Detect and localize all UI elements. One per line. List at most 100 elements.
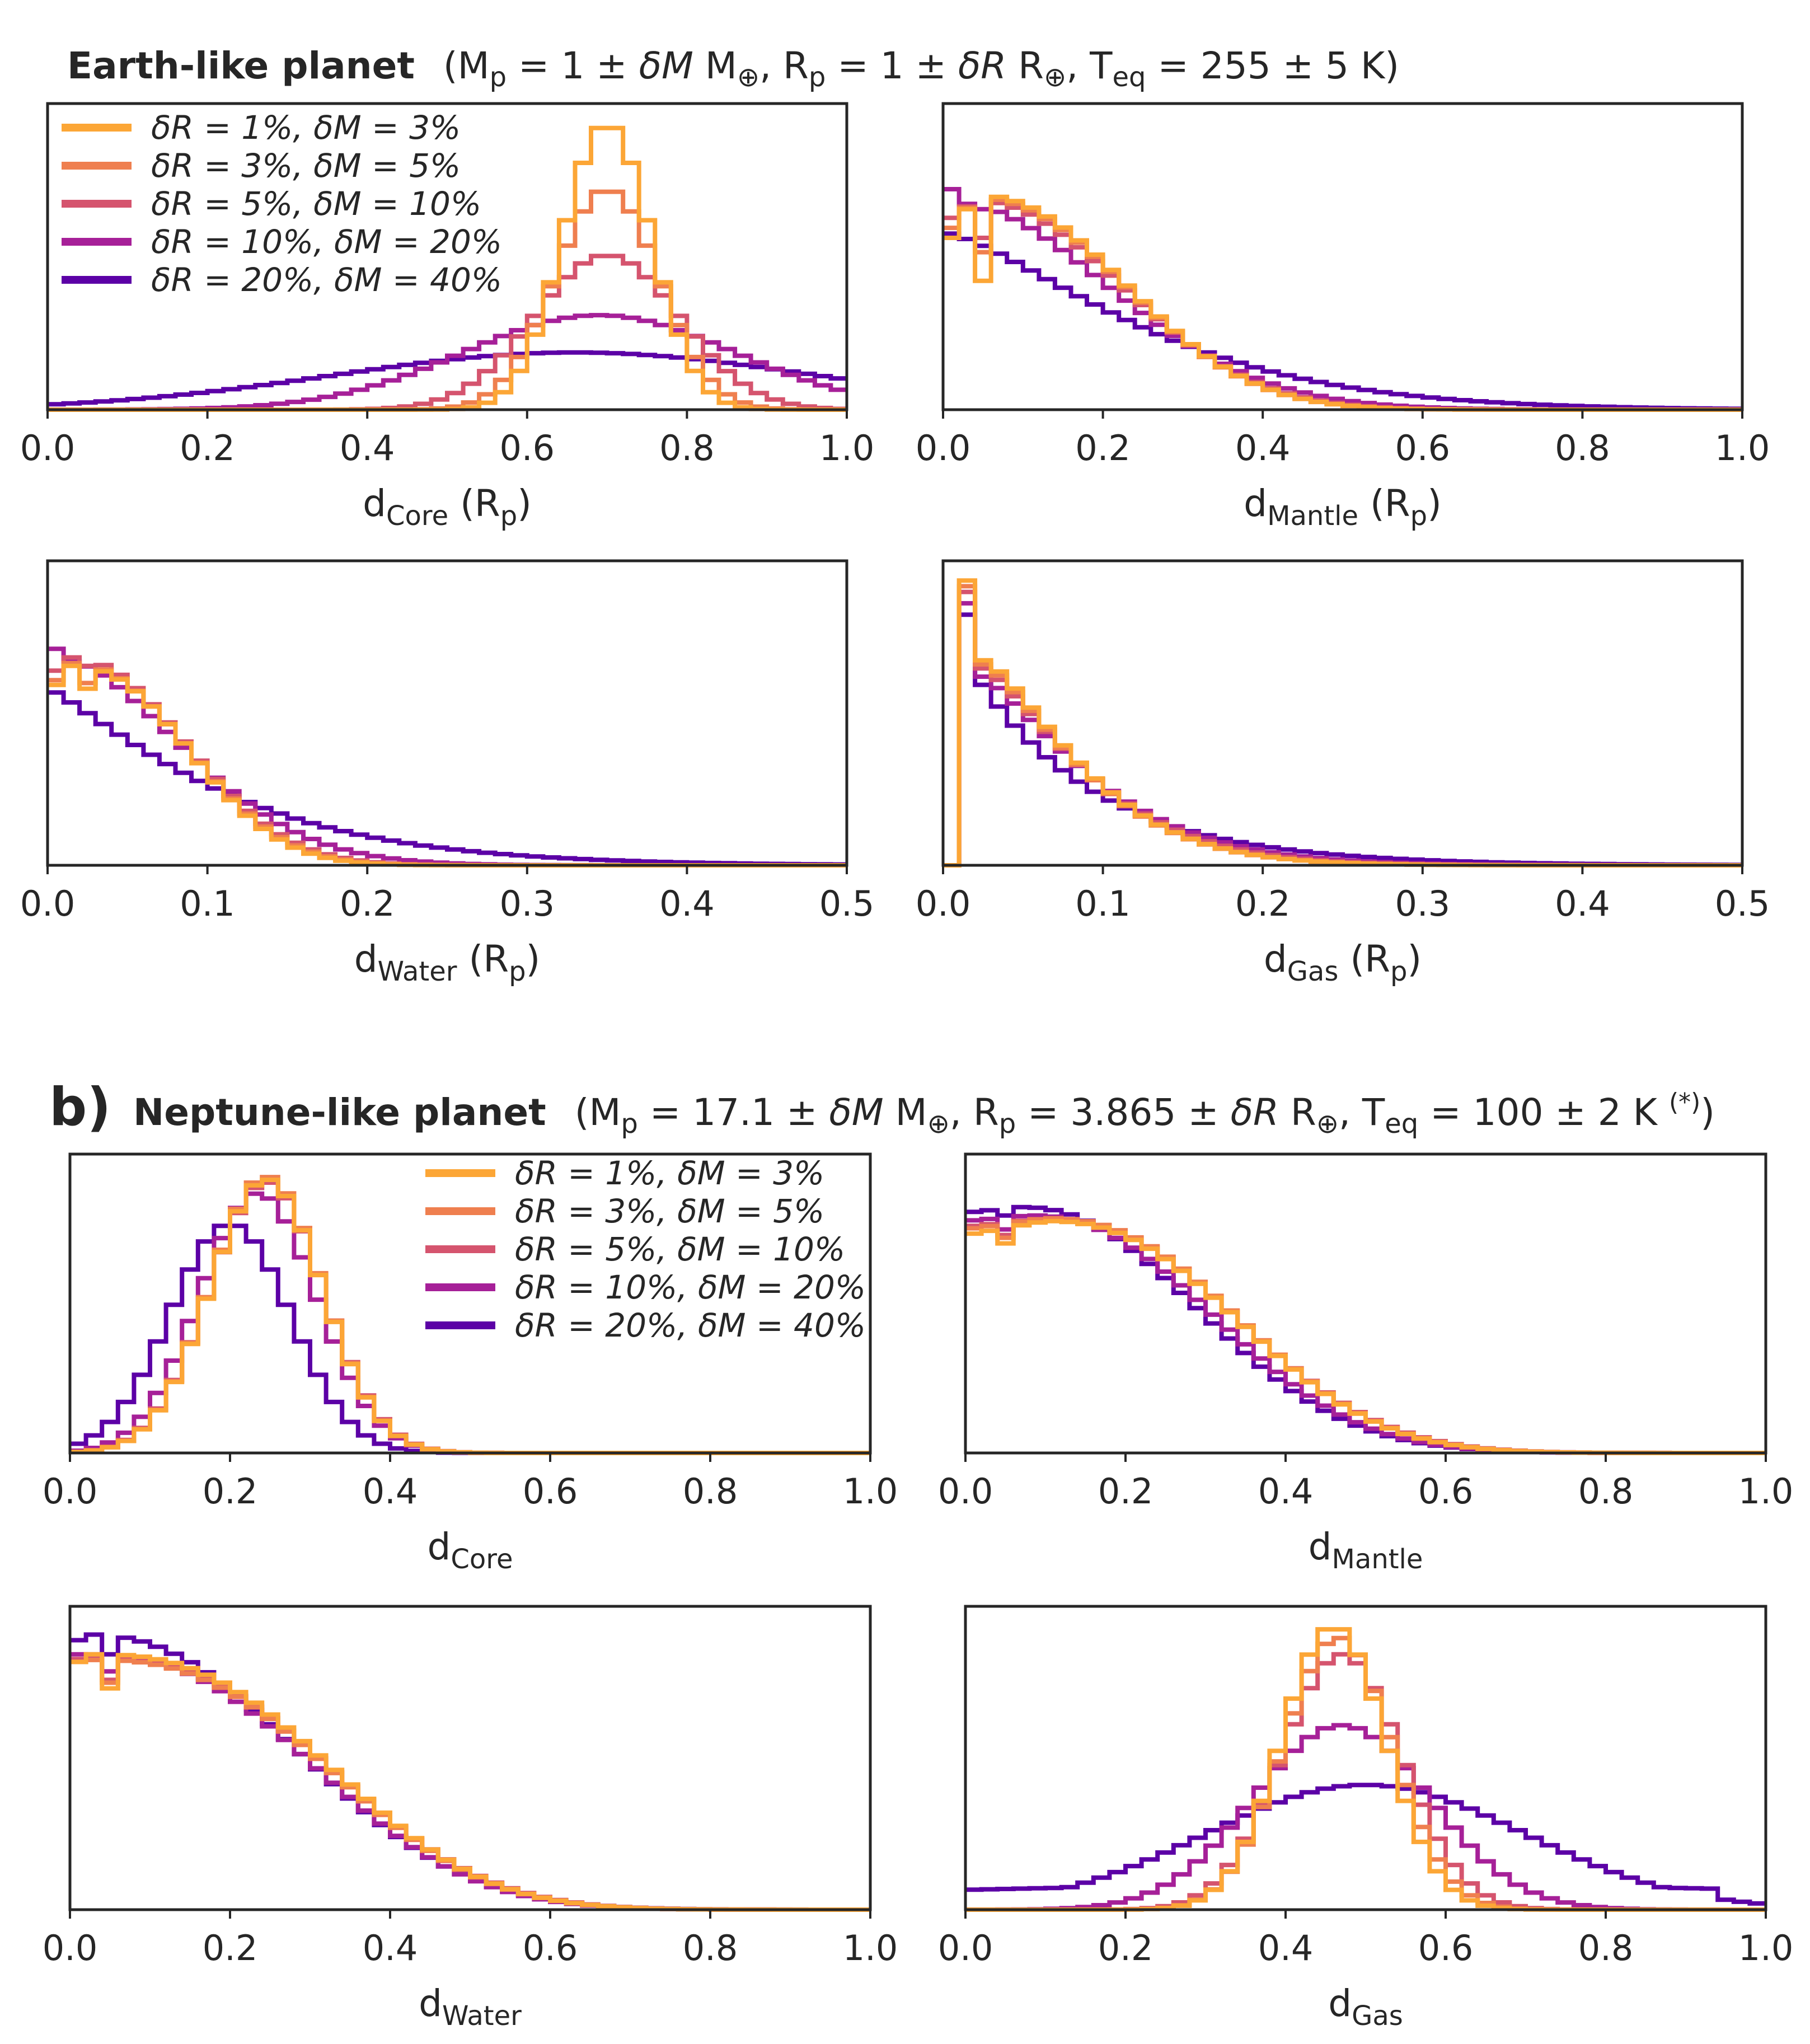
xtick-label-a-mantle-3: 0.6 [1395, 428, 1450, 468]
histogram-b-water-series-0 [70, 1652, 870, 1912]
legend-label-a-2: δR = 5%, δM = 10% [151, 185, 481, 223]
xtick-label-a-core-5: 1.0 [819, 428, 875, 468]
xtick-label-a-water-2: 0.2 [340, 883, 395, 924]
panel-a-r-unit: R [1006, 44, 1044, 87]
axes-frame-b-water [68, 1605, 872, 1911]
histogram-a-mantle-series-0 [943, 194, 1742, 412]
xlabel-b-mantle: dMantle [1309, 1525, 1423, 1575]
xtick-label-a-core-2: 0.4 [340, 428, 395, 468]
legend-b: δR = 1%, δM = 3%δR = 3%, δM = 5%δR = 5%,… [425, 1154, 866, 1344]
xtick-label-a-mantle-0: 0.0 [916, 428, 971, 468]
axes-frame-a-water [46, 559, 848, 867]
subplot-b-gas: 0.0 0.2 0.4 0.6 0.8 1.0 dGas [938, 1605, 1794, 2032]
xtick-label-a-mantle-1: 0.2 [1075, 428, 1131, 468]
xtick-label-b-core-1: 0.2 [203, 1471, 258, 1512]
xlabel-a-gas: dGas (Rp) [1264, 937, 1422, 987]
xtick-label-a-gas-2: 0.2 [1235, 883, 1291, 924]
subplot-a-water: 0.0 0.1 0.2 0.3 0.4 0.5 dWater (Rp) [20, 559, 875, 987]
xtick-label-b-gas-3: 0.6 [1418, 1928, 1474, 1968]
panel-b-earth-2: ⊕ [1316, 1108, 1339, 1140]
histogram-a-mantle-series-4 [943, 231, 1742, 411]
panel-b-mp-eq: = 17.1 ± [638, 1091, 829, 1134]
histogram-a-gas-series-2 [943, 589, 1742, 868]
axes-frame-b-mantle [964, 1152, 1767, 1455]
xtick-label-b-core-5: 1.0 [843, 1471, 898, 1512]
xtick-label-b-mantle-3: 0.6 [1418, 1471, 1474, 1512]
panel-b-rp-eq: = 3.865 ± [1016, 1091, 1230, 1134]
panel-a-dm: δM [639, 44, 693, 87]
xlabel-b-core: dCore [428, 1525, 513, 1575]
panel-a-title-bold: Earth-like planet [67, 44, 415, 87]
histogram-a-water-series-4 [48, 690, 847, 867]
panel-b-teq-sub: eq [1385, 1108, 1418, 1140]
histogram-a-gas-series-0 [943, 578, 1742, 868]
xtick-label-b-core-0: 0.0 [43, 1471, 98, 1512]
histogram-a-gas-series-4 [943, 612, 1742, 868]
xtick-label-a-gas-5: 0.5 [1715, 883, 1770, 924]
histogram-a-mantle-series-3 [943, 187, 1742, 412]
xtick-label-b-water-4: 0.8 [683, 1928, 738, 1968]
histogram-a-water-series-2 [48, 655, 847, 868]
xlabel-b-gas: dGas [1328, 1982, 1403, 2032]
histogram-a-gas-series-1 [943, 584, 1742, 868]
xtick-label-b-water-0: 0.0 [43, 1928, 98, 1968]
panel-b-teq-eq: = 100 ± 2 K [1418, 1091, 1669, 1134]
legend-label-a-1: δR = 3%, δM = 5% [151, 147, 461, 185]
xtick-label-a-mantle-4: 0.8 [1555, 428, 1610, 468]
histogram-b-gas-series-4 [965, 1783, 1766, 1906]
histogram-a-mantle-series-1 [943, 197, 1742, 412]
xtick-label-a-water-1: 0.1 [180, 883, 235, 924]
axes-frame-a-core [46, 102, 848, 411]
panel-b-dr: δR [1231, 1091, 1279, 1134]
subplot-b-mantle: 0.0 0.2 0.4 0.6 0.8 1.0 dMantle [938, 1152, 1794, 1575]
legend-label-a-4: δR = 20%, δM = 40% [151, 261, 502, 299]
histogram-a-water-series-3 [48, 646, 847, 868]
panel-a-rp-eq: = 1 ± [826, 44, 958, 87]
legend-label-a-0: δR = 1%, δM = 3% [151, 109, 461, 147]
panel-a-sep1: , R [759, 44, 809, 87]
xtick-label-b-water-1: 0.2 [203, 1928, 258, 1968]
legend-label-a-3: δR = 10%, δM = 20% [151, 223, 502, 261]
panel-a-mp: M [458, 44, 490, 87]
panel-b-title-bold: Neptune-like planet [133, 1091, 546, 1134]
xtick-label-a-gas-0: 0.0 [916, 883, 971, 924]
panel-a-m-unit: M [693, 44, 737, 87]
axes-frame-a-mantle [941, 102, 1744, 411]
xtick-label-b-mantle-0: 0.0 [938, 1471, 993, 1512]
subplot-a-core: 0.0 0.2 0.4 0.6 0.8 1.0 dCore (Rp) [20, 102, 875, 532]
xtick-label-a-gas-4: 0.4 [1555, 883, 1610, 924]
legend-label-b-3: δR = 10%, δM = 20% [515, 1268, 866, 1306]
xtick-label-a-water-0: 0.0 [20, 883, 76, 924]
xtick-label-b-mantle-4: 0.8 [1578, 1471, 1634, 1512]
panel-b-earth-1: ⊕ [927, 1108, 950, 1140]
xtick-label-b-water-3: 0.6 [523, 1928, 578, 1968]
histogram-b-gas-series-0 [965, 1627, 1766, 1912]
panel-b-sep1: , R [950, 1091, 999, 1134]
panel-a-mp-eq: = 1 ± [507, 44, 639, 87]
panel-a-earth-2: ⊕ [1044, 62, 1066, 93]
panel-b-mp: M [589, 1091, 621, 1134]
panel-a-mp-sub: p [490, 62, 507, 93]
xtick-label-b-gas-5: 1.0 [1738, 1928, 1794, 1968]
xtick-label-a-core-0: 0.0 [20, 428, 76, 468]
xtick-label-b-mantle-2: 0.4 [1258, 1471, 1314, 1512]
xtick-label-a-water-4: 0.4 [659, 883, 715, 924]
xlabel-a-mantle: dMantle (Rp) [1244, 482, 1442, 532]
xtick-label-b-mantle-5: 1.0 [1738, 1471, 1794, 1512]
xtick-label-b-core-4: 0.8 [683, 1471, 738, 1512]
panel-b-paren-open: ( [575, 1091, 589, 1134]
xtick-label-b-gas-4: 0.8 [1578, 1928, 1634, 1968]
axes-frame-a-gas [941, 559, 1744, 867]
xtick-label-a-water-5: 0.5 [819, 883, 875, 924]
panel-b-rp-sub: p [999, 1108, 1016, 1140]
histogram-a-gas-series-3 [943, 601, 1742, 868]
panel-b-paren-close: ) [1700, 1091, 1715, 1134]
xtick-label-a-gas-1: 0.1 [1075, 883, 1131, 924]
panel-b-dm: δM [829, 1091, 883, 1134]
subplot-b-core: 0.0 0.2 0.4 0.6 0.8 1.0 dCore [43, 1152, 898, 1575]
xtick-label-b-core-2: 0.4 [363, 1471, 418, 1512]
xlabel-a-water: dWater (Rp) [354, 937, 541, 987]
